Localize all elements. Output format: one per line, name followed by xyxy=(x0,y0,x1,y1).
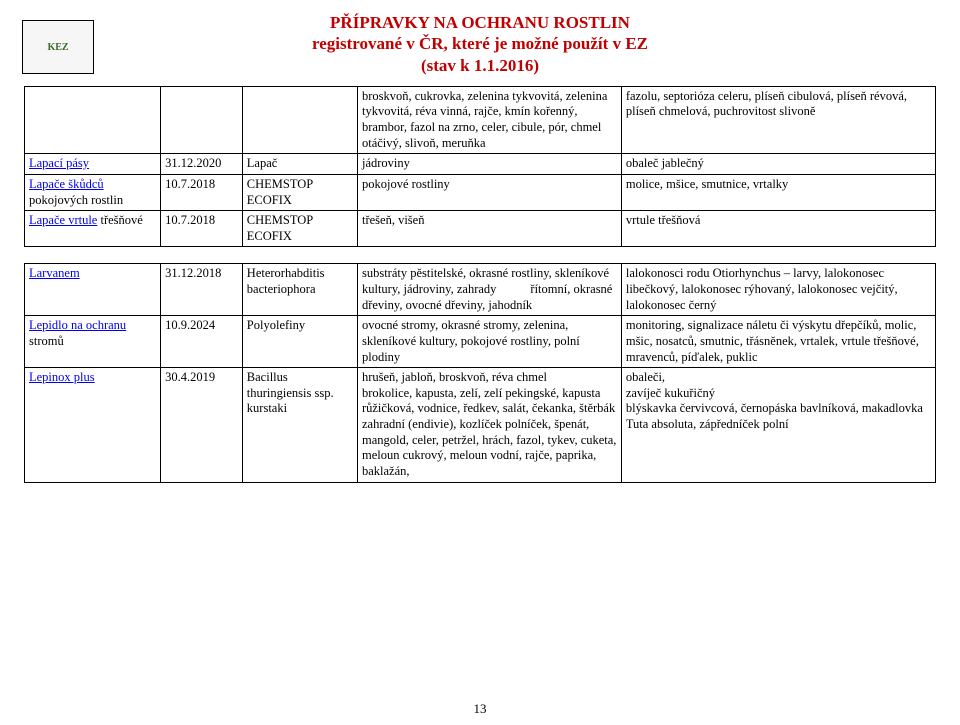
table-row: broskvoň, cukrovka, zelenina tykvovitá, … xyxy=(25,86,936,154)
page-number: 13 xyxy=(0,701,960,717)
product-link[interactable]: Lapače škůdců xyxy=(29,177,104,191)
cell-text: pokojových rostlin xyxy=(29,193,123,207)
product-link[interactable]: Lapače vrtule xyxy=(29,213,97,227)
cell-text: stromů xyxy=(29,334,64,348)
table-row: Lepidlo na ochranu stromů 10.9.2024 Poly… xyxy=(25,316,936,368)
cell: obaleči, zavíječ kukuřičný blýskavka čer… xyxy=(621,368,935,482)
cell: molice, mšice, smutnice, vrtalky xyxy=(621,174,935,210)
cell: 10.7.2018 xyxy=(161,211,243,247)
cell: Lepinox plus xyxy=(25,368,161,482)
cell: 30.4.2019 xyxy=(161,368,243,482)
table-2: Larvanem 31.12.2018 Heterorhabditis bact… xyxy=(24,263,936,482)
cell: CHEMSTOP ECOFIX xyxy=(242,174,357,210)
table-row: Lapací pásy 31.12.2020 Lapač jádroviny o… xyxy=(25,154,936,175)
cell: Lapač xyxy=(242,154,357,175)
table-1: broskvoň, cukrovka, zelenina tykvovitá, … xyxy=(24,86,936,248)
cell: Lapací pásy xyxy=(25,154,161,175)
cell: pokojové rostliny xyxy=(357,174,621,210)
cell xyxy=(25,86,161,154)
logo-text: KEZ xyxy=(47,42,68,53)
product-link[interactable]: Lepinox plus xyxy=(29,370,95,384)
product-link[interactable]: Larvanem xyxy=(29,266,80,280)
header-line-3: (stav k 1.1.2016) xyxy=(0,55,960,76)
logo: KEZ xyxy=(22,20,94,74)
page-header: PŘÍPRAVKY NA OCHRANU ROSTLIN registrovan… xyxy=(0,0,960,86)
cell: Heterorhabditis bacteriophora xyxy=(242,264,357,316)
cell: vrtule třešňová xyxy=(621,211,935,247)
table-row: Larvanem 31.12.2018 Heterorhabditis bact… xyxy=(25,264,936,316)
cell: fazolu, septorióza celeru, plíseň cibulo… xyxy=(621,86,935,154)
table-row: Lapače vrtule třešňové 10.7.2018 CHEMSTO… xyxy=(25,211,936,247)
cell-text: řítomní, xyxy=(530,282,570,296)
cell: ovocné stromy, okrasné stromy, zelenina,… xyxy=(357,316,621,368)
cell: lalokonosci rodu Otiorhynchus – larvy, l… xyxy=(621,264,935,316)
table-row: Lapače škůdců pokojových rostlin 10.7.20… xyxy=(25,174,936,210)
cell: Lapače škůdců pokojových rostlin xyxy=(25,174,161,210)
cell: CHEMSTOP ECOFIX xyxy=(242,211,357,247)
cell: obaleč jablečný xyxy=(621,154,935,175)
cell: Lapače vrtule třešňové xyxy=(25,211,161,247)
header-line-2: registrované v ČR, které je možné použít… xyxy=(0,33,960,54)
product-link[interactable]: Lepidlo na ochranu xyxy=(29,318,126,332)
cell-text: třešňové xyxy=(97,213,142,227)
cell: 31.12.2018 xyxy=(161,264,243,316)
cell: Larvanem xyxy=(25,264,161,316)
cell: Bacillus thuringiensis ssp. kurstaki xyxy=(242,368,357,482)
cell: substráty pěstitelské, okrasné rostliny,… xyxy=(357,264,621,316)
header-line-1: PŘÍPRAVKY NA OCHRANU ROSTLIN xyxy=(0,12,960,33)
cell: 31.12.2020 xyxy=(161,154,243,175)
cell xyxy=(242,86,357,154)
cell: Polyolefiny xyxy=(242,316,357,368)
cell xyxy=(161,86,243,154)
cell: 10.9.2024 xyxy=(161,316,243,368)
table-row: Lepinox plus 30.4.2019 Bacillus thuringi… xyxy=(25,368,936,482)
cell: broskvoň, cukrovka, zelenina tykvovitá, … xyxy=(357,86,621,154)
cell: hrušeň, jabloň, broskvoň, réva chmel bro… xyxy=(357,368,621,482)
cell: jádroviny xyxy=(357,154,621,175)
cell: Lepidlo na ochranu stromů xyxy=(25,316,161,368)
cell: třešeň, višeň xyxy=(357,211,621,247)
product-link[interactable]: Lapací pásy xyxy=(29,156,89,170)
cell: monitoring, signalizace náletu či výskyt… xyxy=(621,316,935,368)
cell: 10.7.2018 xyxy=(161,174,243,210)
